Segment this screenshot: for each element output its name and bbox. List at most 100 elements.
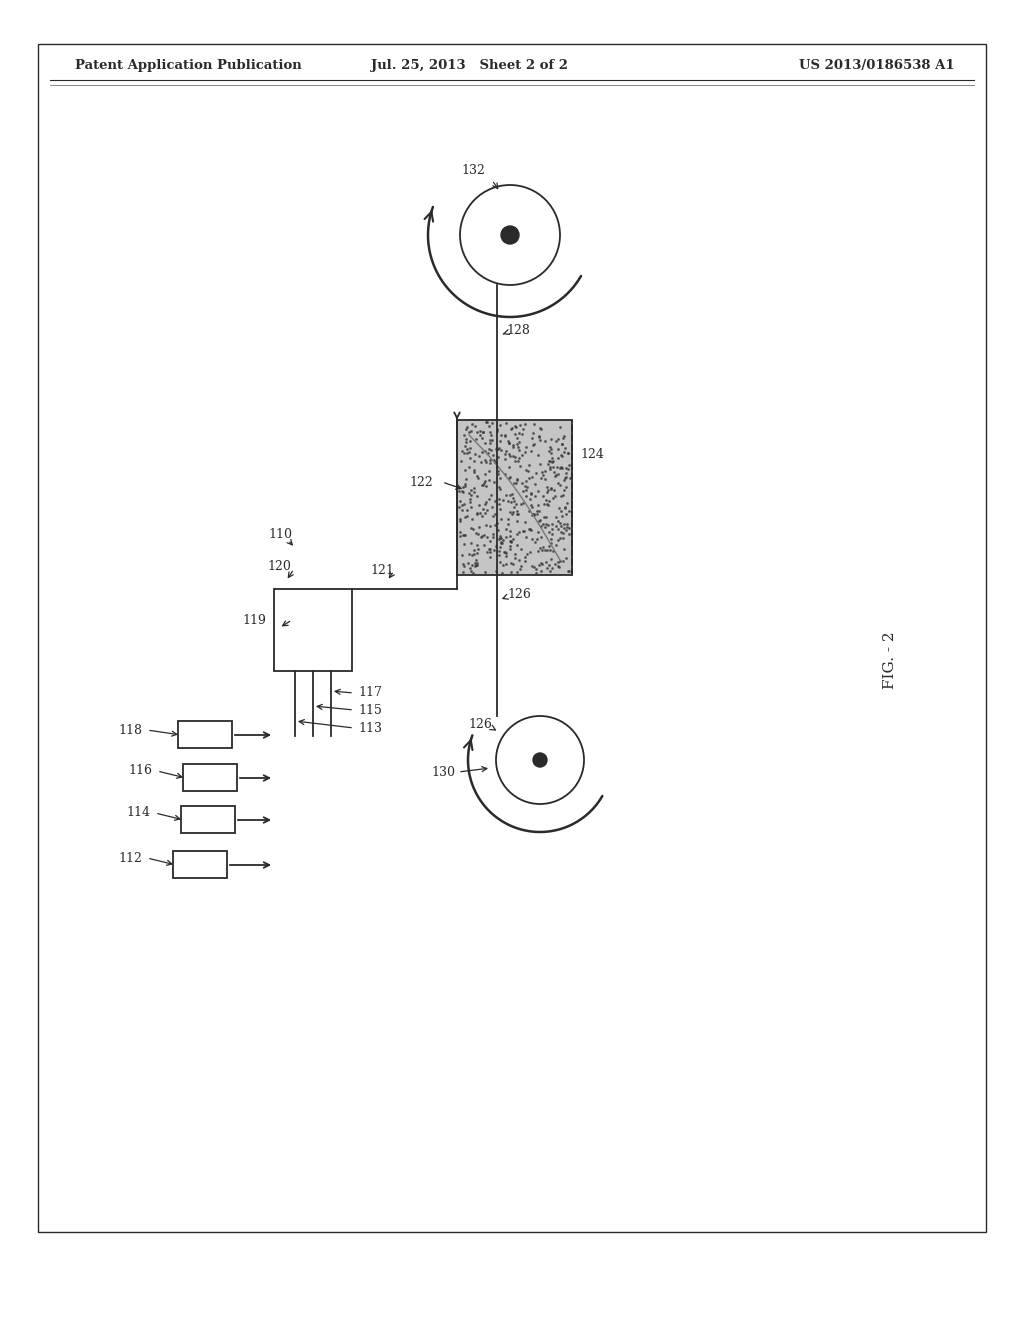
Text: US 2013/0186538 A1: US 2013/0186538 A1 [800, 58, 955, 71]
Point [493, 532, 509, 553]
Point [555, 428, 571, 449]
Point [507, 450, 523, 471]
Point [542, 539, 558, 560]
Point [498, 441, 514, 462]
Point [513, 424, 529, 445]
Point [492, 467, 508, 488]
Point [474, 506, 490, 527]
Text: 126: 126 [507, 589, 530, 602]
Point [537, 507, 553, 528]
Point [536, 486, 552, 507]
Point [545, 457, 561, 478]
Point [476, 503, 493, 524]
Point [545, 487, 561, 508]
Point [498, 527, 514, 548]
Point [462, 447, 478, 469]
Point [551, 557, 567, 578]
Point [479, 412, 496, 433]
Point [465, 562, 481, 583]
Point [525, 422, 542, 444]
Point [556, 469, 572, 490]
Point [479, 499, 496, 520]
Point [544, 451, 560, 473]
Point [542, 450, 558, 471]
Point [486, 451, 503, 473]
Point [555, 523, 571, 544]
Point [558, 477, 574, 498]
Text: 118: 118 [118, 723, 142, 737]
Point [509, 535, 525, 556]
Point [454, 545, 470, 566]
Point [455, 562, 471, 583]
Point [459, 506, 475, 527]
Text: 124: 124 [580, 447, 604, 461]
Point [466, 459, 482, 480]
Point [535, 462, 551, 483]
Point [494, 532, 510, 553]
Point [524, 428, 541, 449]
Point [475, 475, 492, 496]
Point [546, 461, 562, 482]
Point [462, 488, 478, 510]
Point [515, 480, 531, 502]
Point [547, 553, 563, 574]
Point [494, 562, 510, 583]
Point [465, 517, 481, 539]
Point [463, 421, 479, 442]
Point [560, 517, 577, 539]
Point [527, 532, 544, 553]
Point [457, 524, 473, 545]
Point [555, 527, 571, 548]
Bar [178, 721, 232, 748]
Point [544, 440, 560, 461]
Point [544, 479, 560, 500]
Point [474, 525, 490, 546]
Point [479, 541, 496, 562]
Point [492, 478, 508, 499]
Point [558, 503, 574, 524]
Point [501, 432, 517, 453]
Point [505, 434, 521, 455]
Point [484, 429, 501, 450]
Point [454, 495, 470, 516]
Point [455, 524, 471, 545]
Point [548, 535, 564, 556]
Point [503, 531, 519, 552]
Point [461, 457, 477, 478]
Point [511, 447, 527, 469]
Point [552, 416, 568, 437]
Point [469, 502, 485, 523]
Point [520, 454, 537, 475]
Point [513, 539, 529, 560]
Point [464, 413, 480, 434]
Point [540, 494, 556, 515]
Point [530, 500, 547, 521]
Point [537, 516, 553, 537]
Point [531, 537, 548, 558]
Point [530, 554, 547, 576]
Text: 126: 126 [468, 718, 492, 731]
Point [509, 469, 525, 490]
Point [525, 504, 542, 525]
Point [477, 412, 494, 433]
Point [521, 467, 538, 488]
Point [501, 444, 517, 465]
Point [544, 447, 560, 469]
Point [553, 516, 569, 537]
Point [541, 521, 557, 543]
Point [558, 457, 574, 478]
Point [474, 498, 490, 519]
Point [498, 554, 514, 576]
Point [503, 553, 519, 574]
Point [557, 496, 573, 517]
Point [451, 496, 467, 517]
Point [469, 465, 485, 486]
Text: 112: 112 [118, 851, 142, 865]
Point [546, 480, 562, 502]
Point [467, 552, 483, 573]
Point [471, 494, 487, 515]
Point [488, 455, 505, 477]
Point [469, 422, 485, 444]
Point [539, 482, 555, 503]
Point [535, 553, 551, 574]
